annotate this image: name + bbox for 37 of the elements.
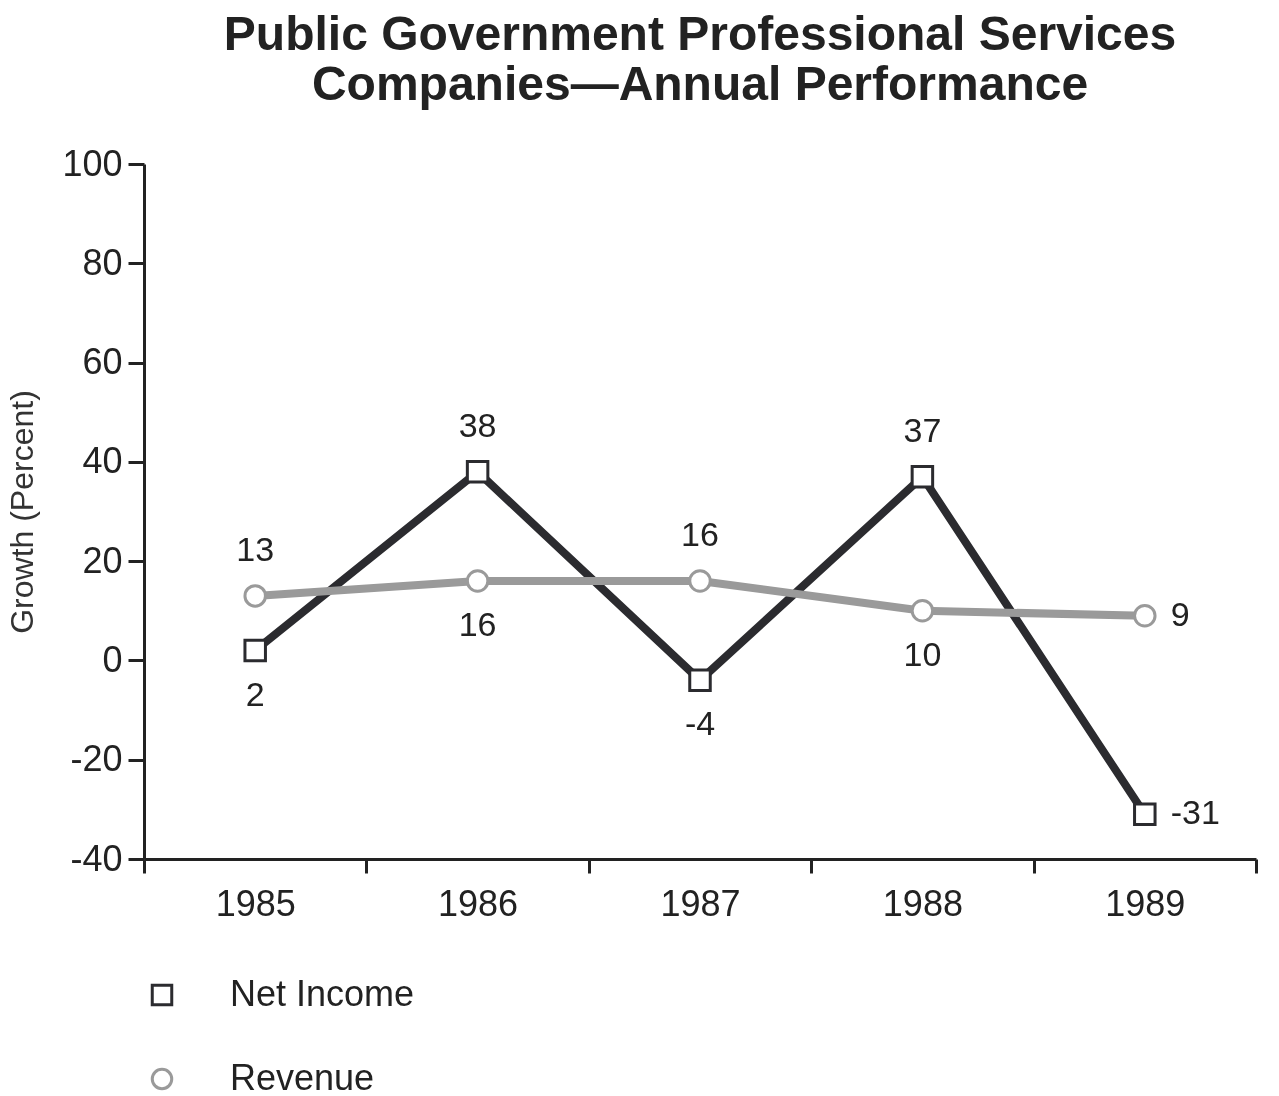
point [1133,802,1157,827]
chart-title: Public Government Professional Services Companies—Annual Performance [223,7,1177,110]
y-tick-label: 100 [62,142,123,184]
data-label: 10 [903,634,942,673]
point [465,460,490,484]
point [688,569,712,593]
y-tick-label: 0 [102,638,123,680]
x-tick-label: 1987 [660,882,741,924]
point [1133,604,1157,628]
point [910,465,935,489]
legend-label: Net Income [230,973,415,1014]
x-tick-label: 1986 [438,882,519,924]
data-label: -4 [684,704,716,743]
data-label: 13 [236,529,275,568]
x-tick-label: 1989 [1105,882,1186,924]
y-tick-label: 40 [82,440,123,482]
data-label: 2 [245,674,265,713]
y-axis-title: Growth (Percent) [4,390,41,634]
data-label: 16 [458,605,497,643]
y-tick-label: -20 [70,738,123,780]
point [688,668,712,693]
legend-label: Revenue [230,1057,375,1096]
y-tick-label: -40 [70,837,123,879]
data-label: 16 [681,515,719,553]
y-tick-label: 60 [82,341,123,383]
data-label: 9 [1170,594,1190,633]
point [910,599,935,623]
point [243,584,267,608]
data-label: 38 [458,405,497,444]
data-label: -31 [1170,793,1220,832]
y-tick-label: 20 [82,539,123,581]
point [243,638,267,663]
x-tick-label: 1985 [215,882,296,924]
data-label: 37 [903,410,942,449]
point [465,569,490,593]
y-tick-label: 80 [82,241,123,283]
x-tick-label: 1988 [882,882,963,924]
